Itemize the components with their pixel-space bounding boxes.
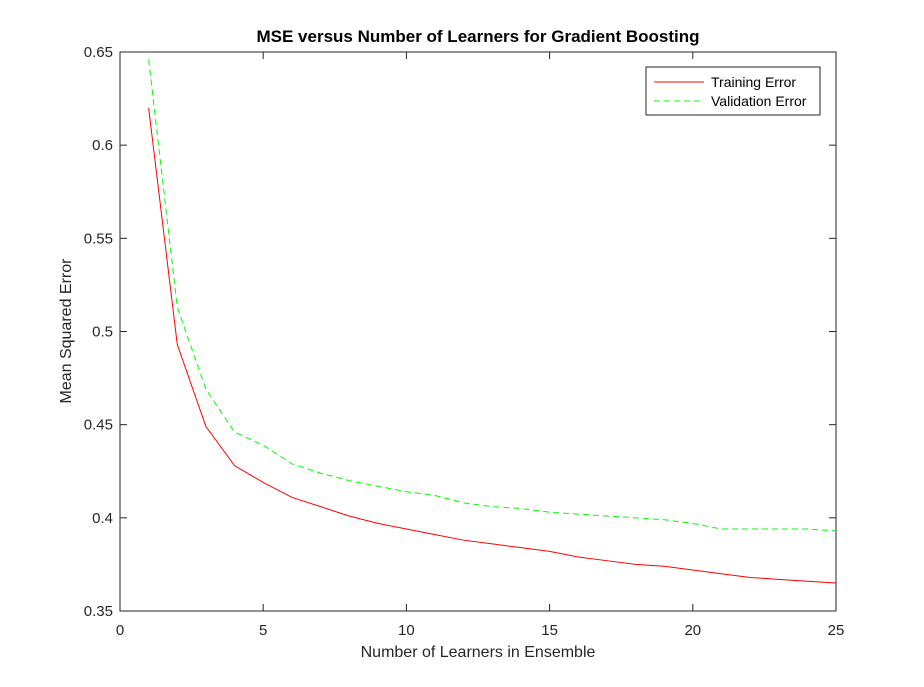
y-tick-label: 0.45: [84, 417, 113, 434]
legend-box: [645, 66, 821, 116]
x-tick-label: 20: [684, 622, 701, 639]
x-tick-label: 5: [259, 622, 267, 639]
x-axis-label: Number of Learners in Ensemble: [361, 644, 596, 661]
training-error-line: [148, 107, 837, 584]
x-tick-label: 15: [541, 622, 558, 639]
series-lines: [148, 59, 837, 584]
y-tick-label: 0.6: [92, 137, 113, 154]
y-axis-ticks: 0.35 0.4 0.45 0.5 0.55 0.6 0.65: [84, 44, 836, 620]
x-axis-ticks: 0 5 10 15 20 25: [116, 52, 845, 639]
y-tick-label: 0.65: [84, 44, 113, 61]
axes-box: [119, 51, 837, 612]
y-tick-label: 0.4: [92, 510, 113, 527]
y-tick-label: 0.55: [84, 230, 113, 247]
legend-label-validation: Validation Error: [711, 93, 807, 109]
plot-area: 0 5 10 15 20 25 0.35 0.4 0.45 0.5 0.55 0.6 0.65: [84, 44, 845, 639]
x-tick-label: 10: [398, 622, 415, 639]
x-tick-label: 0: [116, 622, 124, 639]
x-tick-label: 25: [828, 622, 845, 639]
chart-title: MSE versus Number of Learners for Gradie…: [256, 27, 699, 46]
y-tick-label: 0.5: [92, 324, 113, 341]
y-tick-label: 0.35: [84, 603, 113, 620]
legend: Training Error Validation Error: [645, 66, 821, 116]
y-axis-label: Mean Squared Error: [58, 258, 75, 404]
legend-label-training: Training Error: [711, 74, 796, 90]
